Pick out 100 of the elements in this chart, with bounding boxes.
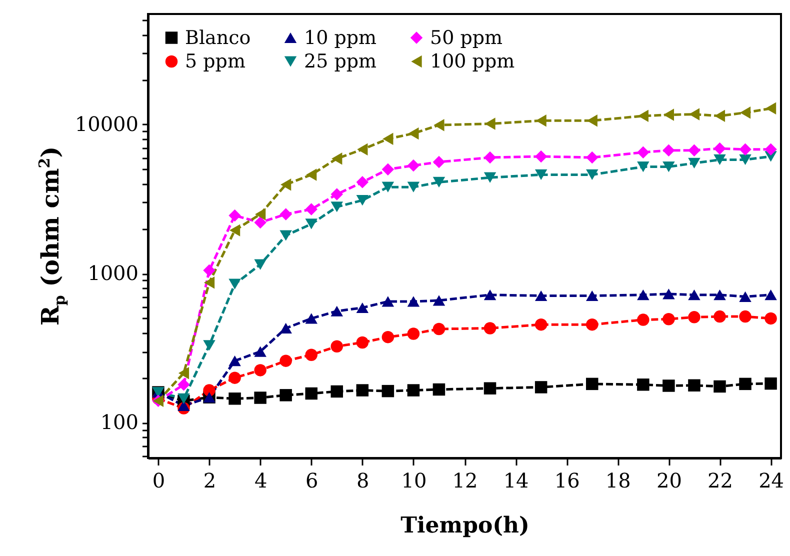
- point: [382, 163, 394, 176]
- point: [586, 169, 598, 180]
- point: [662, 144, 675, 156]
- point: [280, 389, 292, 402]
- point: [407, 328, 420, 340]
- point: [356, 384, 369, 396]
- point: [764, 143, 777, 156]
- x-tick-label: 6: [305, 468, 318, 492]
- point: [254, 216, 266, 229]
- point: [356, 176, 369, 188]
- point: [688, 158, 700, 168]
- point: [382, 296, 394, 307]
- point: [484, 151, 496, 164]
- point: [637, 314, 650, 326]
- point: [203, 384, 216, 396]
- point: [714, 310, 726, 323]
- point: [178, 367, 190, 380]
- point: [408, 127, 419, 140]
- point: [203, 264, 216, 277]
- point: [254, 259, 266, 270]
- x-tick-label: 16: [554, 468, 580, 492]
- point: [356, 302, 369, 314]
- point: [662, 288, 675, 300]
- point: [228, 278, 241, 290]
- point: [280, 354, 292, 367]
- x-axis-title: Tiempo(h): [400, 512, 530, 538]
- point: [739, 154, 752, 166]
- point: [637, 146, 650, 158]
- point: [663, 108, 674, 121]
- point: [484, 118, 496, 130]
- legend-label: 50 ppm: [430, 26, 503, 49]
- x-tick-label: 0: [152, 468, 166, 492]
- point: [714, 154, 726, 166]
- point: [305, 313, 318, 324]
- point: [484, 290, 496, 300]
- y-tick-label: 100: [100, 410, 138, 434]
- point: [382, 384, 394, 398]
- point: [534, 318, 548, 331]
- point: [407, 182, 420, 192]
- point: [739, 143, 752, 156]
- point: [254, 364, 266, 376]
- point: [534, 381, 548, 394]
- point: [688, 379, 700, 392]
- point: [203, 340, 216, 351]
- point: [432, 156, 446, 168]
- point: [330, 202, 344, 212]
- point: [586, 318, 598, 331]
- point: [586, 290, 598, 302]
- point: [637, 161, 650, 172]
- point: [407, 296, 420, 307]
- point: [688, 311, 700, 324]
- point: [688, 290, 700, 300]
- point: [714, 380, 726, 393]
- point: [432, 322, 446, 336]
- point: [280, 208, 292, 220]
- point: [228, 372, 241, 384]
- point: [484, 322, 496, 334]
- point: [586, 151, 598, 164]
- point: [765, 102, 776, 115]
- legend-label: 100 ppm: [430, 50, 515, 72]
- point: [638, 110, 648, 122]
- x-tick-label: 2: [203, 468, 216, 492]
- point: [280, 322, 292, 334]
- point: [305, 348, 318, 361]
- x-tick-label: 18: [605, 468, 631, 492]
- point: [382, 330, 394, 344]
- point: [688, 144, 700, 156]
- point: [764, 377, 777, 390]
- point: [432, 295, 446, 306]
- point: [662, 161, 675, 172]
- x-tick-label: 10: [401, 468, 427, 492]
- point: [305, 387, 318, 400]
- point: [228, 392, 241, 405]
- point: [178, 393, 190, 404]
- point: [254, 392, 266, 404]
- y-tick-label: 10000: [74, 112, 138, 136]
- point: [534, 169, 548, 180]
- point: [432, 176, 446, 188]
- point: [178, 378, 190, 391]
- point: [534, 150, 548, 163]
- point: [536, 114, 546, 127]
- point: [330, 385, 343, 398]
- point: [228, 209, 241, 222]
- legend-label: 5 ppm: [185, 50, 246, 72]
- point: [764, 312, 777, 325]
- point: [204, 276, 215, 289]
- point: [764, 290, 777, 300]
- point: [306, 168, 317, 181]
- point: [305, 218, 318, 230]
- point: [662, 380, 675, 392]
- point: [357, 143, 368, 156]
- x-tick-label: 14: [503, 468, 529, 492]
- point: [688, 108, 700, 120]
- point: [382, 132, 394, 145]
- point: [739, 310, 752, 323]
- y-tick-label: 1000: [88, 261, 138, 286]
- point: [280, 230, 292, 241]
- point: [254, 346, 266, 357]
- x-tick-label: 4: [254, 468, 268, 492]
- x-tick-label: 22: [708, 468, 733, 492]
